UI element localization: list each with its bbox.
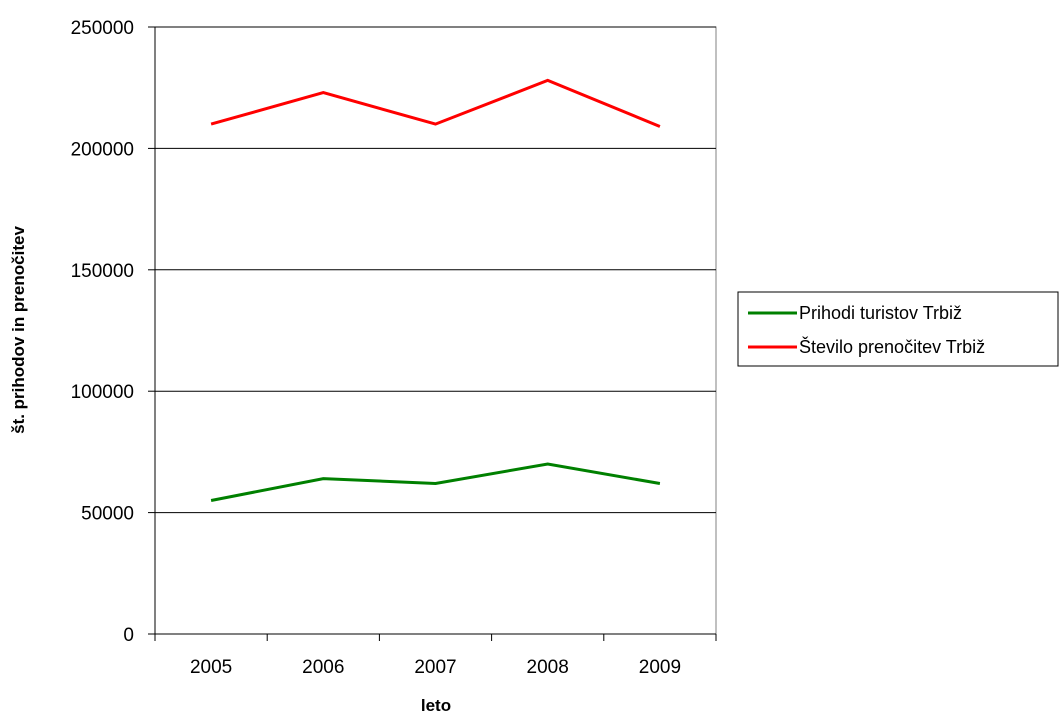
x-axis-title: leto — [421, 696, 451, 713]
x-tick-label: 2008 — [527, 657, 569, 678]
x-tick-label: 2006 — [302, 657, 344, 678]
legend-box — [737, 291, 1059, 367]
y-tick-label: 50000 — [81, 504, 134, 525]
y-tick-label: 0 — [123, 625, 134, 646]
y-axis-title: št. prihodov in prenočitev — [9, 226, 28, 434]
x-tick-label: 2009 — [639, 657, 681, 678]
y-tick-label: 150000 — [71, 261, 134, 282]
series-lines — [210, 78, 661, 502]
y-tick-labels: 0 50000 100000 150000 200000 250000 — [71, 18, 134, 646]
y-tick-label: 100000 — [71, 382, 134, 403]
x-tick-label: 2007 — [414, 657, 456, 678]
y-tick-label: 250000 — [71, 18, 134, 39]
axes — [148, 26, 717, 641]
legend-label: Prihodi turistov Trbiž — [799, 303, 962, 323]
y-tick-label: 200000 — [71, 139, 134, 160]
x-tick-label: 2005 — [190, 657, 232, 678]
legend: Prihodi turistov Trbiž Število prenočitev… — [737, 291, 1059, 367]
gridlines — [155, 26, 716, 514]
x-tick-labels: 2005 2006 2007 2008 2009 — [190, 657, 681, 678]
plot-area — [154, 26, 717, 635]
legend-label: Število prenočitev Trbiž — [799, 336, 985, 357]
